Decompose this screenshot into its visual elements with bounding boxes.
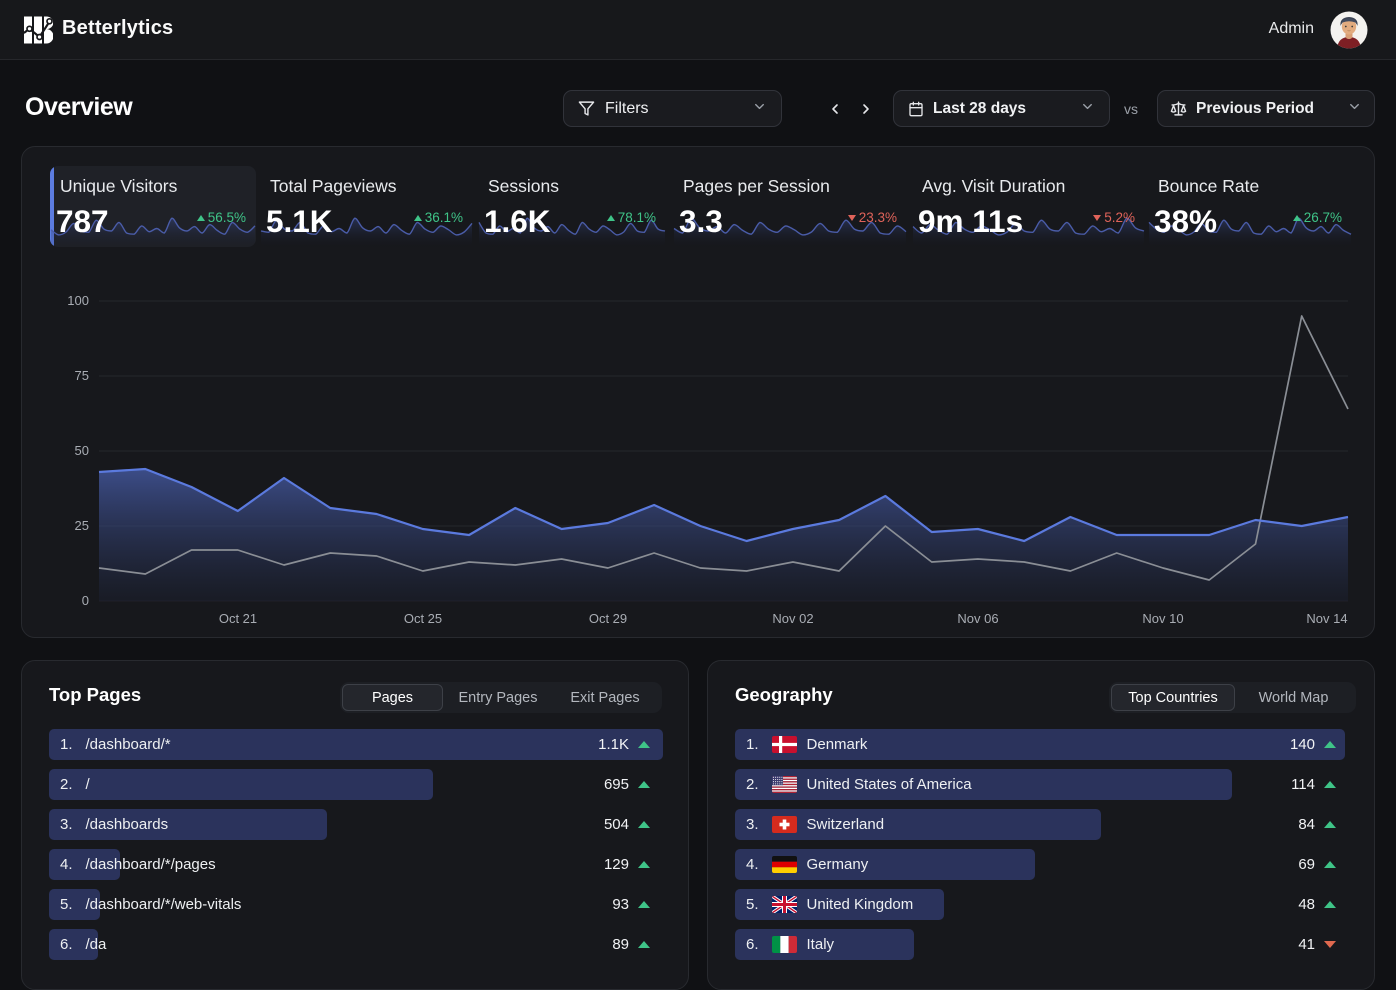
svg-text:Oct 25: Oct 25 bbox=[404, 611, 442, 626]
svg-text:Nov 14: Nov 14 bbox=[1306, 611, 1347, 626]
svg-text:25: 25 bbox=[75, 518, 89, 533]
svg-text:Nov 06: Nov 06 bbox=[957, 611, 998, 626]
svg-text:Oct 21: Oct 21 bbox=[219, 611, 257, 626]
svg-text:75: 75 bbox=[75, 368, 89, 383]
svg-text:Nov 10: Nov 10 bbox=[1142, 611, 1183, 626]
svg-text:100: 100 bbox=[67, 293, 89, 308]
svg-text:0: 0 bbox=[82, 593, 89, 608]
svg-text:Oct 29: Oct 29 bbox=[589, 611, 627, 626]
svg-text:Nov 02: Nov 02 bbox=[772, 611, 813, 626]
svg-text:50: 50 bbox=[75, 443, 89, 458]
